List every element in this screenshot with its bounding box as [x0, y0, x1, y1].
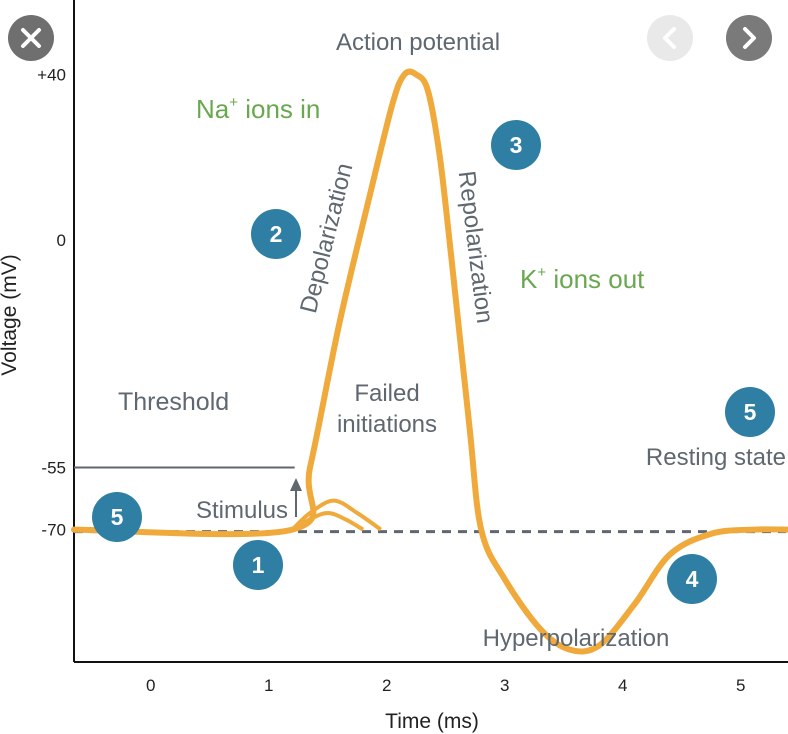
next-button[interactable] — [726, 15, 772, 61]
badge-2: 2 — [251, 209, 301, 259]
x-axis-title: Time (ms) — [385, 710, 479, 733]
y-tick-label: 0 — [57, 231, 66, 250]
svg-text:4: 4 — [686, 566, 699, 592]
resting-state-label: Resting state — [646, 444, 786, 471]
x-tick-label: 3 — [500, 676, 509, 695]
badge-5-right: 5 — [725, 387, 775, 437]
x-tick-label: 4 — [618, 676, 627, 695]
action-potential-label: Action potential — [336, 29, 500, 56]
svg-text:5: 5 — [744, 399, 757, 425]
chevron-left-icon — [663, 27, 676, 49]
na-ions-label: Na+ ions in — [196, 94, 320, 124]
y-tick-label: -55 — [41, 459, 66, 478]
close-icon — [21, 28, 41, 48]
y-tick-label: -70 — [41, 521, 66, 540]
y-axis-title: Voltage (mV) — [0, 254, 21, 375]
x-tick-label: 0 — [146, 676, 155, 695]
svg-text:2: 2 — [270, 221, 283, 247]
repolarization-label: Repolarization — [453, 169, 498, 325]
svg-text:5: 5 — [111, 504, 124, 530]
badge-4: 4 — [667, 554, 717, 604]
svg-text:3: 3 — [510, 132, 523, 158]
stimulus-label: Stimulus — [196, 497, 288, 524]
badge-3: 3 — [491, 120, 541, 170]
failed-initiations-label-line1: Failed — [354, 380, 419, 407]
chevron-right-icon — [743, 27, 756, 49]
y-tick-label: +40 — [37, 65, 66, 84]
x-tick-label: 2 — [382, 676, 391, 695]
failed-initiations-label-line2: initiations — [337, 411, 437, 438]
action-potential-curve — [71, 68, 788, 655]
svg-text:1: 1 — [252, 552, 265, 578]
stimulus-arrow — [290, 478, 302, 517]
hyperpolarization-label: Hyperpolarization — [483, 625, 670, 652]
k-ions-label: K+ ions out — [520, 264, 645, 294]
x-tick-label: 1 — [264, 676, 273, 695]
badge-1: 1 — [233, 540, 283, 590]
close-button[interactable] — [8, 15, 54, 61]
previous-button[interactable] — [647, 15, 693, 61]
badge-5-left: 5 — [92, 492, 142, 542]
x-tick-label: 5 — [736, 676, 745, 695]
threshold-label: Threshold — [118, 388, 229, 416]
failed-initiation-curve-large — [290, 498, 382, 532]
